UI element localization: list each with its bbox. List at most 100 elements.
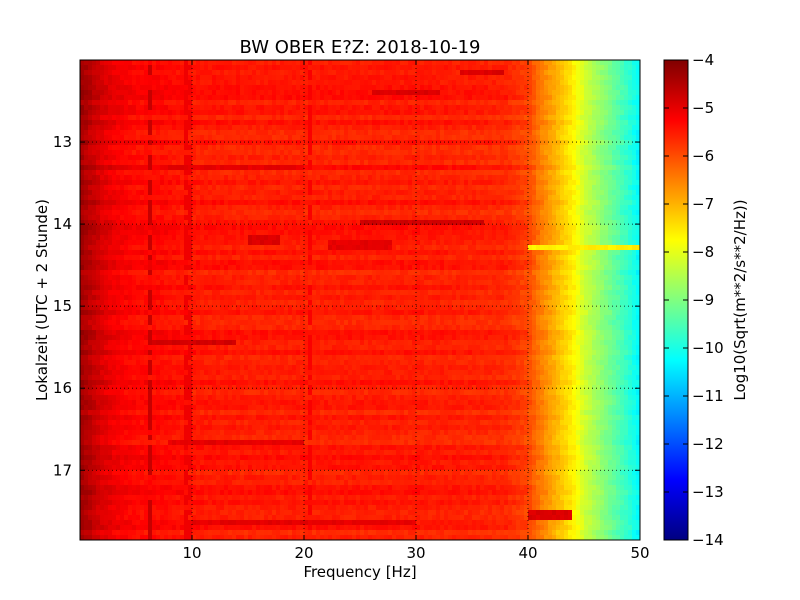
heatmap-cell (444, 105, 449, 111)
heatmap-cell (280, 200, 285, 206)
heatmap-cell (268, 105, 273, 111)
heatmap-cell (544, 170, 549, 176)
heatmap-cell (612, 145, 617, 151)
heatmap-cell (428, 200, 433, 206)
heatmap-cell (420, 150, 425, 156)
heatmap-cell (564, 65, 569, 71)
heatmap-cell (136, 80, 141, 86)
heatmap-cell (544, 210, 549, 216)
heatmap-cell (492, 95, 497, 101)
heatmap-cell (560, 200, 565, 206)
heatmap-cell (560, 180, 565, 186)
heatmap-cell (452, 175, 457, 181)
heatmap-cell (120, 160, 125, 166)
heatmap-cell (324, 155, 329, 161)
heatmap-cell (616, 215, 621, 221)
heatmap-cell (268, 210, 273, 216)
heatmap-cell (172, 80, 177, 86)
heatmap-cell (396, 70, 401, 76)
heatmap-cell (148, 200, 153, 206)
heatmap-cell (408, 140, 413, 146)
heatmap-cell (120, 115, 125, 121)
heatmap-cell (496, 140, 501, 146)
heatmap-cell (392, 130, 397, 136)
heatmap-cell (552, 90, 557, 96)
heatmap-cell (80, 155, 85, 161)
heatmap-cell (304, 180, 309, 186)
heatmap-cell (84, 210, 89, 216)
heatmap-cell (472, 85, 477, 91)
heatmap-cell (596, 85, 601, 91)
heatmap-cell (160, 165, 165, 171)
heatmap-cell (188, 235, 193, 241)
heatmap-cell (228, 165, 233, 171)
heatmap-cell (180, 155, 185, 161)
heatmap-cell (624, 85, 629, 91)
heatmap-cell (636, 130, 640, 136)
heatmap-cell (88, 205, 93, 211)
heatmap-cell (192, 90, 197, 96)
heatmap-cell (628, 140, 633, 146)
heatmap-cell (588, 195, 593, 201)
heatmap-cell (184, 195, 189, 201)
heatmap-cell (132, 150, 137, 156)
heatmap-cell (304, 150, 309, 156)
heatmap-cell (304, 130, 309, 136)
heatmap-cell (188, 170, 193, 176)
heatmap-cell (476, 75, 481, 81)
heatmap-cell (552, 110, 557, 116)
heatmap-cell (420, 185, 425, 191)
heatmap-cell (612, 190, 617, 196)
heatmap-cell (548, 165, 553, 171)
heatmap-cell (252, 105, 257, 111)
heatmap-cell (140, 70, 145, 76)
heatmap-cell (140, 115, 145, 121)
heatmap-cell (224, 130, 229, 136)
heatmap-cell (404, 140, 409, 146)
heatmap-cell (368, 225, 373, 231)
heatmap-cell (356, 205, 361, 211)
heatmap-cell (172, 100, 177, 106)
heatmap-cell (464, 120, 469, 126)
heatmap-cell (432, 210, 437, 216)
heatmap-cell (308, 115, 313, 121)
heatmap-cell (620, 155, 625, 161)
heatmap-cell (136, 230, 141, 236)
heatmap-cell (540, 230, 545, 236)
heatmap-cell (536, 70, 541, 76)
heatmap-cell (544, 215, 549, 221)
heatmap-cell (372, 215, 377, 221)
heatmap-cell (444, 160, 449, 166)
heatmap-cell (340, 80, 345, 86)
heatmap-cell (432, 170, 437, 176)
heatmap-cell (96, 100, 101, 106)
heatmap-cell (384, 165, 389, 171)
heatmap-cell (152, 170, 157, 176)
heatmap-cell (296, 215, 301, 221)
heatmap-cell (600, 135, 605, 141)
heatmap-cell (264, 205, 269, 211)
heatmap-cell (148, 235, 153, 241)
heatmap-cell (476, 125, 481, 131)
heatmap-cell (332, 205, 337, 211)
heatmap-cell (512, 175, 517, 181)
heatmap-cell (408, 70, 413, 76)
heatmap-cell (164, 105, 169, 111)
heatmap-cell (292, 140, 297, 146)
heatmap-cell (588, 190, 593, 196)
heatmap-cell (412, 160, 417, 166)
heatmap-cell (480, 155, 485, 161)
heatmap-cell (472, 185, 477, 191)
heatmap-cell (540, 115, 545, 121)
heatmap-cell (188, 195, 193, 201)
heatmap-cell (628, 185, 633, 191)
heatmap-cell (560, 110, 565, 116)
heatmap-cell (112, 135, 117, 141)
heatmap-cell (452, 60, 457, 66)
heatmap-cell (564, 190, 569, 196)
heatmap-cell (228, 150, 233, 156)
heatmap-cell (264, 165, 269, 171)
heatmap-cell (620, 90, 625, 96)
heatmap-cell (540, 190, 545, 196)
heatmap-cell (136, 155, 141, 161)
